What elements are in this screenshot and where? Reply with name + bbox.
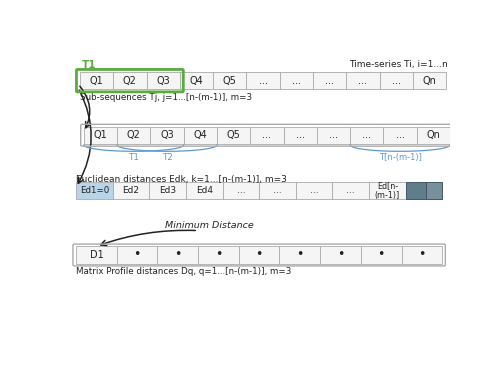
Text: D1: D1	[90, 250, 104, 260]
Text: Q3: Q3	[156, 76, 170, 86]
Bar	[117, 247, 158, 264]
Text: •: •	[256, 248, 263, 261]
Text: Q1: Q1	[90, 76, 104, 86]
Text: ...: ...	[258, 76, 268, 86]
Text: Q2: Q2	[123, 76, 137, 86]
Text: ...: ...	[262, 130, 272, 140]
Bar	[361, 247, 402, 264]
Text: Sub-sequences Tj, j=1...[n-(m-1)], m=3: Sub-sequences Tj, j=1...[n-(m-1)], m=3	[80, 93, 252, 102]
Bar	[346, 72, 380, 89]
Bar	[280, 72, 313, 89]
Text: ...: ...	[292, 76, 301, 86]
Text: •: •	[174, 248, 182, 261]
Text: •: •	[378, 248, 385, 261]
Text: Ed3: Ed3	[159, 186, 176, 195]
Text: Q1: Q1	[94, 130, 108, 140]
Bar	[402, 247, 442, 264]
Bar	[284, 126, 317, 144]
Bar	[180, 72, 213, 89]
Bar	[406, 182, 426, 199]
Bar	[320, 247, 361, 264]
Text: ...: ...	[273, 186, 282, 195]
Text: •: •	[337, 248, 344, 261]
Text: Q5: Q5	[223, 76, 236, 86]
Bar	[250, 126, 284, 144]
Text: ...: ...	[310, 186, 318, 195]
Bar	[384, 126, 416, 144]
Text: Q5: Q5	[226, 130, 240, 140]
Text: Qn: Qn	[422, 76, 436, 86]
Bar	[259, 182, 296, 199]
Text: ...: ...	[296, 130, 304, 140]
Bar	[416, 126, 450, 144]
Text: T1: T1	[82, 60, 96, 70]
Bar	[222, 182, 259, 199]
Bar	[426, 182, 442, 199]
Bar	[113, 72, 146, 89]
Bar	[117, 126, 150, 144]
Bar	[146, 72, 180, 89]
Text: ...: ...	[392, 76, 400, 86]
Text: ...: ...	[396, 130, 404, 140]
Bar	[317, 126, 350, 144]
Text: •: •	[296, 248, 304, 261]
Bar	[150, 182, 186, 199]
Text: T1: T1	[128, 153, 139, 162]
Text: Minimum Distance: Minimum Distance	[166, 221, 254, 230]
Text: ...: ...	[346, 186, 355, 195]
Text: ...: ...	[358, 76, 368, 86]
Text: •: •	[215, 248, 222, 261]
Bar	[198, 247, 239, 264]
Bar	[350, 126, 384, 144]
Text: Ed2: Ed2	[122, 186, 140, 195]
Bar	[413, 72, 446, 89]
Text: •: •	[418, 248, 426, 261]
Text: Ed4: Ed4	[196, 186, 212, 195]
Bar	[213, 72, 246, 89]
Bar	[332, 182, 369, 199]
Bar	[76, 182, 112, 199]
Text: ...: ...	[362, 130, 372, 140]
Text: Q2: Q2	[127, 130, 140, 140]
Bar	[217, 126, 250, 144]
Text: Ed1=0: Ed1=0	[80, 186, 109, 195]
Text: Q4: Q4	[194, 130, 207, 140]
Bar	[246, 72, 280, 89]
Text: Qn: Qn	[426, 130, 440, 140]
Bar	[186, 182, 222, 199]
Bar	[158, 247, 198, 264]
Bar	[296, 182, 333, 199]
Text: Q3: Q3	[160, 130, 174, 140]
Text: Time-series Ti, i=1...n: Time-series Ti, i=1...n	[350, 60, 448, 69]
Bar	[112, 182, 150, 199]
Text: Q4: Q4	[190, 76, 203, 86]
Text: ...: ...	[329, 130, 338, 140]
Text: T[n-(m-1)]: T[n-(m-1)]	[378, 153, 422, 162]
Bar	[369, 182, 406, 199]
Text: •: •	[134, 248, 141, 261]
Bar	[150, 126, 184, 144]
Bar	[184, 126, 217, 144]
Text: T2: T2	[162, 153, 172, 162]
Bar	[84, 126, 117, 144]
Text: ...: ...	[236, 186, 245, 195]
Bar	[80, 72, 113, 89]
Bar	[239, 247, 280, 264]
Bar	[76, 247, 117, 264]
Text: ...: ...	[325, 76, 334, 86]
Text: Matrix Profile distances Dq, q=1...[n-(m-1)], m=3: Matrix Profile distances Dq, q=1...[n-(m…	[76, 267, 292, 276]
Bar	[380, 72, 413, 89]
Text: Ed[n-
(m-1)]: Ed[n- (m-1)]	[374, 181, 400, 200]
Bar	[313, 72, 346, 89]
Text: Euclidean distances Edk, k=1...[n-(m-1)], m=3: Euclidean distances Edk, k=1...[n-(m-1)]…	[76, 175, 287, 184]
Bar	[280, 247, 320, 264]
